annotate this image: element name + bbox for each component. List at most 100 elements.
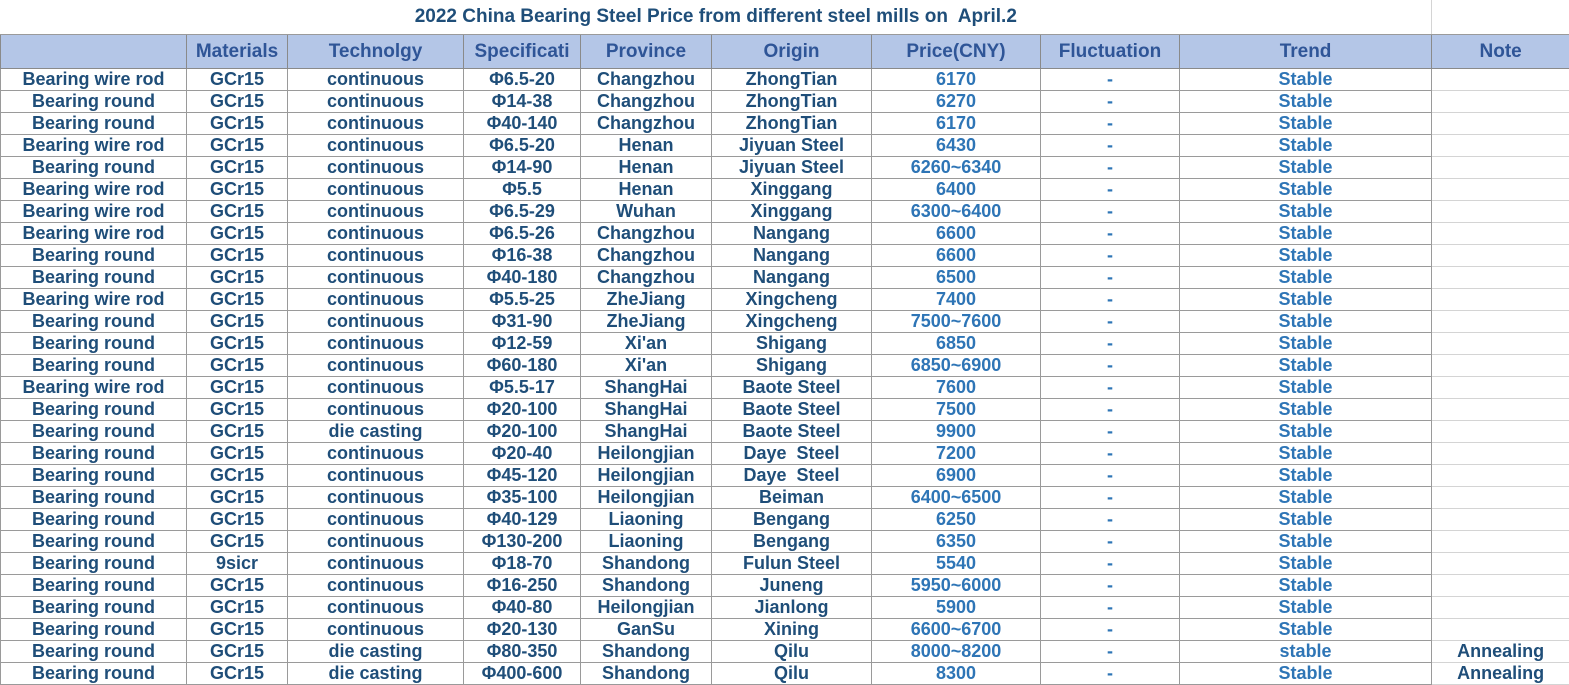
table-cell: GCr15: [187, 113, 288, 135]
table-cell: -: [1041, 641, 1180, 663]
table-cell: -: [1041, 91, 1180, 113]
table-cell: Daye Steel: [712, 443, 872, 465]
table-cell: GCr15: [187, 575, 288, 597]
table-cell: continuous: [288, 333, 464, 355]
table-cell: Beiman: [712, 487, 872, 509]
table-cell: Jiyuan Steel: [712, 135, 872, 157]
table-cell: GCr15: [187, 597, 288, 619]
table-cell: Bearing round: [1, 487, 187, 509]
table-cell: -: [1041, 399, 1180, 421]
table-cell: Fulun Steel: [712, 553, 872, 575]
table-cell: Wuhan: [581, 201, 712, 223]
table-cell: Bearing round: [1, 91, 187, 113]
table-cell: Stable: [1180, 421, 1432, 443]
table-cell: continuous: [288, 157, 464, 179]
table-cell: -: [1041, 69, 1180, 91]
table-cell: Jiyuan Steel: [712, 157, 872, 179]
table-cell: 6350: [872, 531, 1041, 553]
table-cell: ZheJiang: [581, 289, 712, 311]
table-cell: Φ5.5-25: [464, 289, 581, 311]
table-cell: stable: [1180, 641, 1432, 663]
table-cell: GanSu: [581, 619, 712, 641]
table-cell: Shandong: [581, 641, 712, 663]
empty-cell: [1432, 289, 1569, 311]
table-cell: 6430: [872, 135, 1041, 157]
table-cell: GCr15: [187, 179, 288, 201]
page: 2022 China Bearing Steel Price from diff…: [0, 0, 1569, 659]
table-cell: 6300~6400: [872, 201, 1041, 223]
table-cell: Changzhou: [581, 113, 712, 135]
table-cell: Nangang: [712, 267, 872, 289]
table-cell: Stable: [1180, 487, 1432, 509]
table-cell: Xingcheng: [712, 311, 872, 333]
empty-cell: [1432, 553, 1569, 575]
table-cell: -: [1041, 487, 1180, 509]
table-cell: GCr15: [187, 663, 288, 685]
table-cell: -: [1041, 333, 1180, 355]
table-cell: -: [1041, 377, 1180, 399]
table-cell: Φ14-38: [464, 91, 581, 113]
table-cell: 8300: [872, 663, 1041, 685]
table-cell: 5900: [872, 597, 1041, 619]
table-cell: 6500: [872, 267, 1041, 289]
table-cell: Φ6.5-20: [464, 135, 581, 157]
empty-cell: [1432, 399, 1569, 421]
table-cell: GCr15: [187, 69, 288, 91]
table-cell: -: [1041, 179, 1180, 201]
table-cell: Changzhou: [581, 91, 712, 113]
table-cell: -: [1041, 465, 1180, 487]
table-cell: GCr15: [187, 399, 288, 421]
table-cell: die casting: [288, 663, 464, 685]
table-cell: GCr15: [187, 619, 288, 641]
table-cell: Stable: [1180, 619, 1432, 641]
table-cell: Bearing round: [1, 531, 187, 553]
table-cell: GCr15: [187, 421, 288, 443]
empty-cell: [1432, 267, 1569, 289]
table-cell: continuous: [288, 377, 464, 399]
table-cell: Bengang: [712, 509, 872, 531]
table-title: 2022 China Bearing Steel Price from diff…: [1, 0, 1432, 35]
table-cell: Φ20-130: [464, 619, 581, 641]
table-cell: Stable: [1180, 465, 1432, 487]
table-cell: -: [1041, 267, 1180, 289]
table-cell: Bearing round: [1, 443, 187, 465]
table-cell: -: [1041, 531, 1180, 553]
table-cell: GCr15: [187, 509, 288, 531]
table-cell: Henan: [581, 135, 712, 157]
table-cell: Bearing wire rod: [1, 201, 187, 223]
table-cell: -: [1041, 619, 1180, 641]
table-cell: -: [1041, 575, 1180, 597]
table-cell: -: [1041, 157, 1180, 179]
table-cell: -: [1041, 113, 1180, 135]
table-cell: Bearing wire rod: [1, 223, 187, 245]
table-cell: Changzhou: [581, 267, 712, 289]
table-cell: continuous: [288, 135, 464, 157]
table-cell: -: [1041, 509, 1180, 531]
table-cell: Liaoning: [581, 509, 712, 531]
table-cell: 6600: [872, 245, 1041, 267]
table-cell: Daye Steel: [712, 465, 872, 487]
table-cell: Φ16-250: [464, 575, 581, 597]
table-cell: Φ5.5: [464, 179, 581, 201]
table-cell: continuous: [288, 113, 464, 135]
empty-cell: [1432, 223, 1569, 245]
table-cell: 7500: [872, 399, 1041, 421]
table-cell: 5950~6000: [872, 575, 1041, 597]
title-row: 2022 China Bearing Steel Price from diff…: [1, 0, 1569, 35]
table-cell: Stable: [1180, 223, 1432, 245]
table-cell: Heilongjian: [581, 487, 712, 509]
table-cell: Qilu: [712, 663, 872, 685]
header-cell: Province: [581, 35, 712, 69]
table-cell: 6260~6340: [872, 157, 1041, 179]
table-cell: GCr15: [187, 245, 288, 267]
table-cell: Φ20-100: [464, 399, 581, 421]
